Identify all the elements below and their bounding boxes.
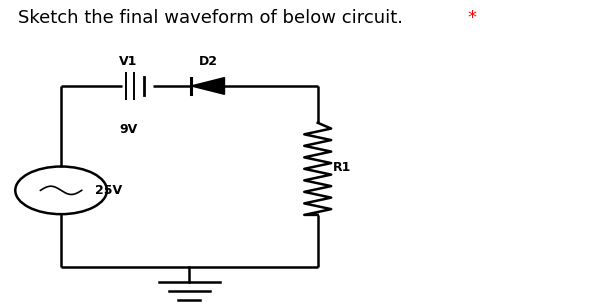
Text: 9V: 9V	[119, 123, 137, 136]
Text: Sketch the final waveform of below circuit.: Sketch the final waveform of below circu…	[18, 9, 403, 27]
Polygon shape	[191, 78, 224, 94]
Text: *: *	[467, 9, 477, 27]
Text: D2: D2	[199, 55, 218, 68]
Text: V1: V1	[119, 55, 137, 68]
Text: R1: R1	[333, 161, 351, 174]
Text: 25V: 25V	[95, 184, 122, 197]
